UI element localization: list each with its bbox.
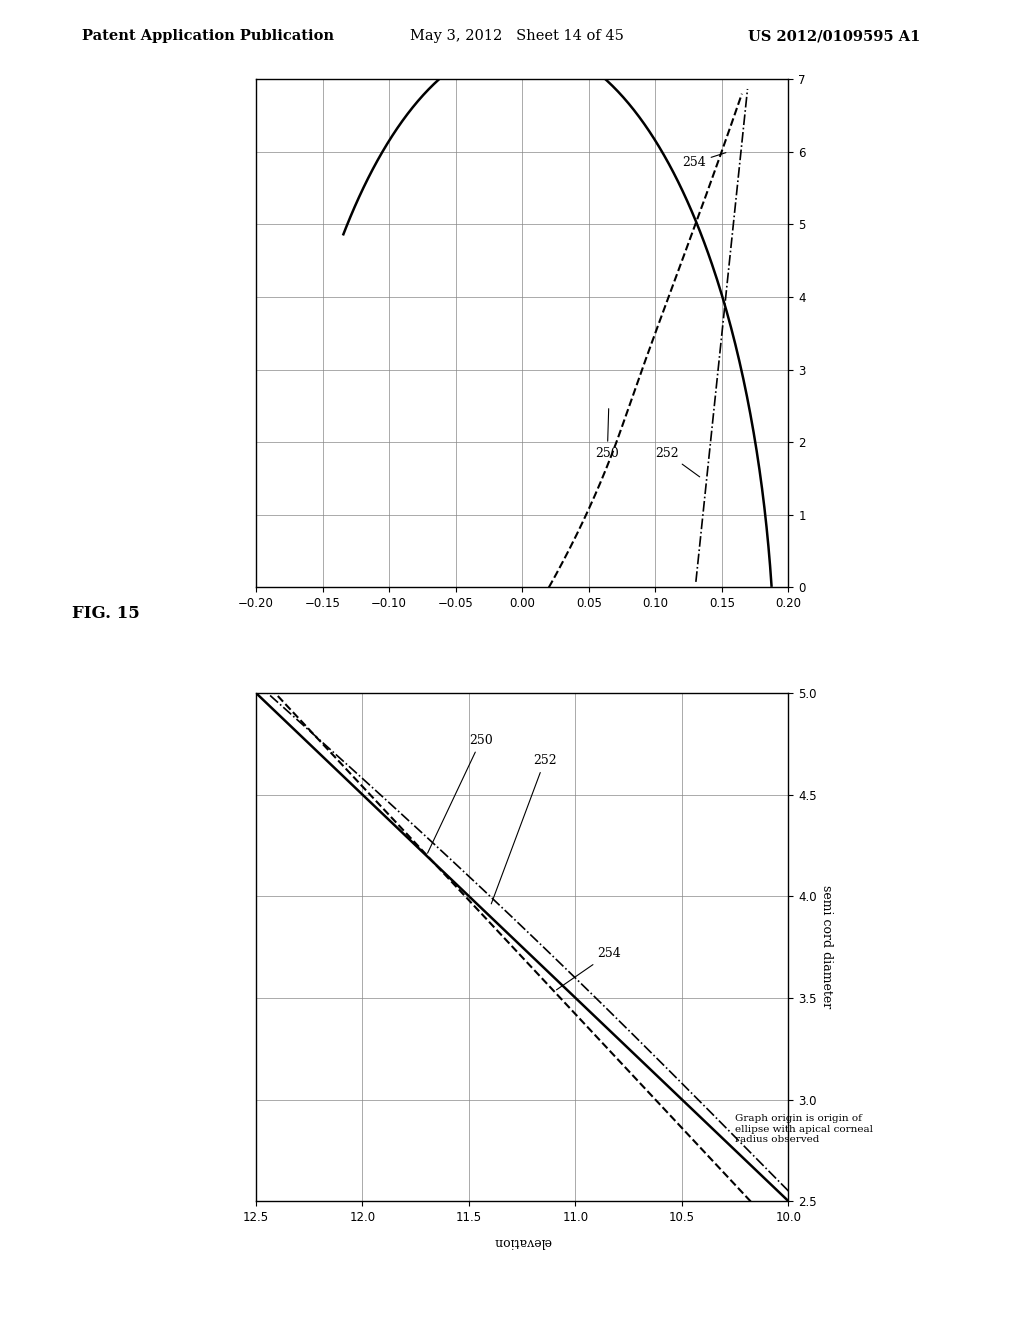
Text: 254: 254 — [682, 153, 726, 169]
Text: 250: 250 — [428, 734, 493, 853]
X-axis label: elevation: elevation — [494, 1236, 551, 1247]
Text: Graph origin is origin of
ellipse with apical corneal
radius observed: Graph origin is origin of ellipse with a… — [735, 1114, 873, 1144]
Text: Patent Application Publication: Patent Application Publication — [82, 29, 334, 44]
Text: FIG. 15: FIG. 15 — [72, 606, 139, 622]
Text: 254: 254 — [556, 948, 621, 990]
Y-axis label: semi cord diameter: semi cord diameter — [820, 886, 834, 1008]
Text: 252: 252 — [655, 446, 699, 477]
Text: US 2012/0109595 A1: US 2012/0109595 A1 — [748, 29, 920, 44]
Text: May 3, 2012   Sheet 14 of 45: May 3, 2012 Sheet 14 of 45 — [410, 29, 624, 44]
Text: 252: 252 — [492, 754, 556, 904]
Text: 250: 250 — [596, 409, 620, 459]
